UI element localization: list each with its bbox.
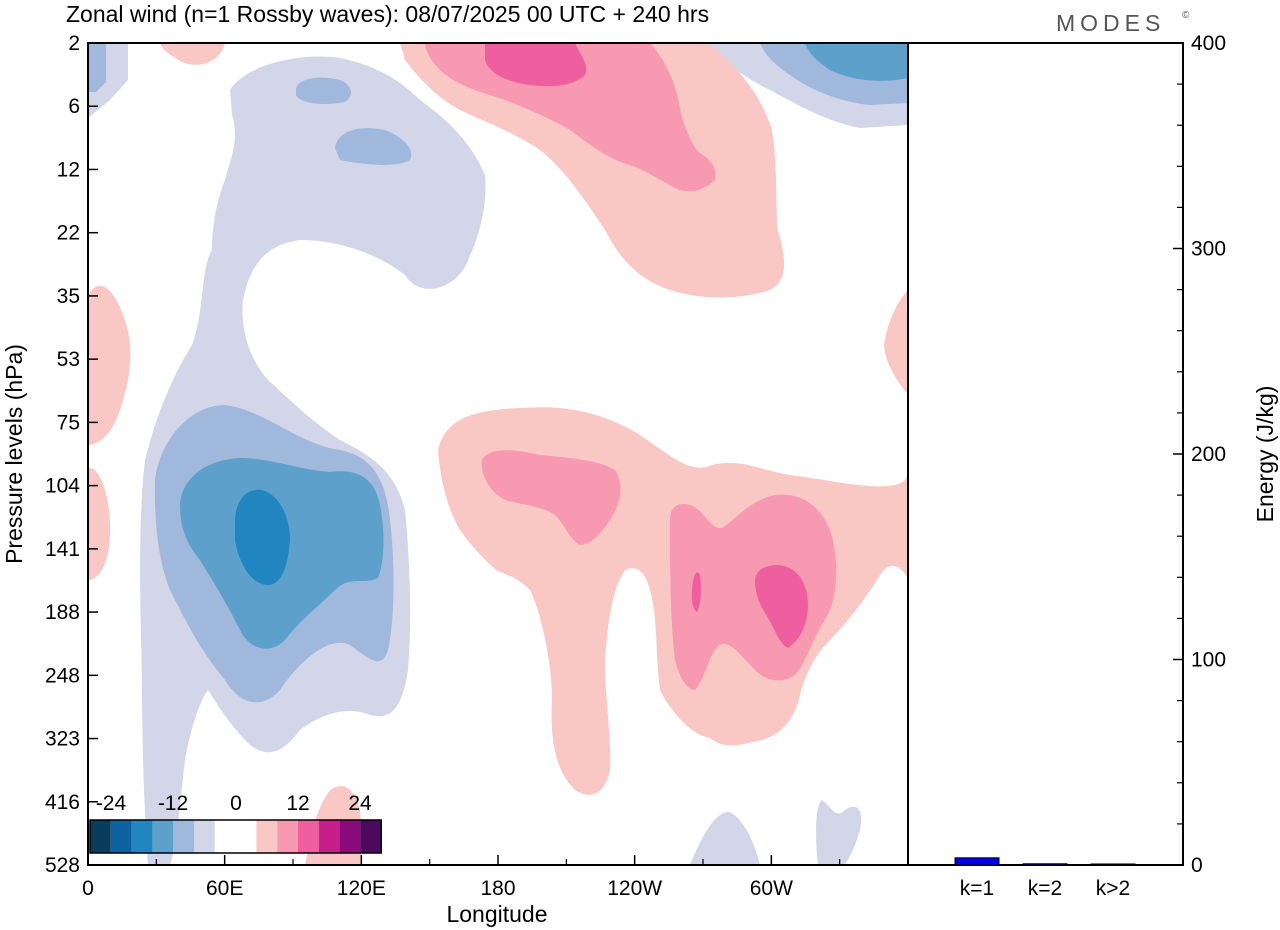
energy-plot-frame: [907, 42, 1184, 866]
pos-contour-region: [481, 450, 621, 545]
energy-category-label: k=2: [1028, 877, 1062, 900]
neg-contour-region: [235, 489, 290, 585]
neg-contour-region: [690, 811, 760, 865]
energy-tick-label: 400: [1191, 32, 1226, 55]
colorbar-tick-label: 12: [286, 792, 309, 815]
contour-level-6: [425, 43, 837, 690]
pos-contour-region: [884, 290, 908, 395]
pos-contour-region: [691, 572, 701, 612]
pos-contour-region: [755, 565, 808, 648]
pos-contour-region: [160, 43, 225, 65]
pos-contour-region: [88, 467, 111, 580]
colorbar-swatch: [194, 820, 215, 853]
longitude-axis: 0 60E 120E 180 120W 60W: [82, 855, 841, 900]
x-tick-label: 120W: [607, 877, 662, 900]
energy-tick-label: 100: [1191, 649, 1226, 672]
y-tick-label: 528: [45, 854, 80, 877]
energy-category-label: k=1: [960, 877, 994, 900]
energy-bars: k=1 k=2 k>2: [954, 857, 1136, 900]
colorbar-swatch: [298, 820, 319, 853]
colorbar-swatch: [152, 820, 174, 853]
pos-contour-region: [425, 43, 716, 192]
neg-contour-region: [335, 128, 412, 165]
colorbar-swatch: [256, 820, 278, 853]
neg-contour-region: [296, 77, 352, 104]
contour-level-7: [485, 43, 808, 648]
pos-contour-region: [400, 43, 785, 298]
energy-tick-label: 0: [1191, 854, 1203, 877]
colorbar-swatch: [235, 820, 257, 853]
y-tick-label: 6: [68, 95, 80, 118]
colorbar-swatch: [173, 820, 194, 853]
colorbar-swatch: [277, 820, 298, 853]
y-tick-label: 188: [45, 601, 80, 624]
energy-bar: [954, 857, 1000, 866]
chart-title: Zonal wind (n=1 Rossby waves): 08/07/202…: [66, 1, 709, 27]
colorbar-tick-label: -24: [96, 792, 127, 815]
energy-bar: [1022, 863, 1068, 866]
colorbar-tick-label: 0: [230, 792, 242, 815]
colorbar-tick-label: -12: [158, 792, 188, 815]
pos-contour-region: [485, 43, 587, 87]
energy-tick-label: 200: [1191, 443, 1226, 466]
pos-contour-region: [88, 285, 131, 445]
colorbar-tick-label: 24: [348, 792, 372, 815]
energy-axis: 0 100 200 300 400: [1173, 32, 1226, 877]
y-tick-label: 12: [57, 158, 80, 181]
y-tick-label: 53: [57, 348, 80, 371]
colorbar-swatch: [131, 820, 153, 853]
x-tick-label: 120E: [337, 877, 386, 900]
y-tick-label: 141: [45, 538, 80, 561]
colorbar-swatch: [360, 820, 382, 853]
colorbar-frame: [89, 819, 382, 854]
modes-logo: MODES: [1056, 10, 1165, 36]
y-tick-label: 323: [45, 728, 80, 751]
logo-copyright-mark: ©: [1182, 10, 1190, 21]
x-tick-label: 0: [82, 877, 94, 900]
colorbar-swatch: [90, 820, 111, 853]
energy-tick-label: 300: [1191, 238, 1226, 261]
x-tick-label: 60W: [750, 877, 793, 900]
colorbar-swatch: [318, 820, 340, 853]
pressure-axis: 2 6 12 22 35 53 75 104 141 188 248 323 416 528: [45, 32, 98, 877]
y-axis-label: Pressure levels (hPa): [1, 344, 27, 564]
y-tick-label: 104: [45, 475, 80, 498]
energy-category-label: k>2: [1096, 877, 1130, 900]
y-tick-label: 2: [68, 32, 80, 55]
energy-bar: [1090, 863, 1136, 866]
energy-axis-label: Energy (J/kg): [1252, 386, 1278, 523]
contour-level-4: [235, 489, 290, 585]
colorbar-swatch: [214, 820, 236, 853]
contour-field: [88, 43, 908, 865]
neg-contour-region: [805, 43, 908, 81]
x-tick-label: 60E: [206, 877, 243, 900]
y-tick-label: 248: [45, 664, 80, 687]
neg-contour-region: [816, 800, 862, 865]
y-tick-label: 22: [57, 222, 80, 245]
x-tick-label: 180: [480, 877, 515, 900]
x-axis-label: Longitude: [446, 901, 547, 927]
y-tick-label: 416: [45, 791, 80, 814]
y-tick-label: 35: [57, 285, 80, 308]
colorbar-swatch: [110, 820, 132, 853]
neg-contour-region: [88, 43, 106, 92]
y-tick-label: 75: [57, 411, 80, 434]
colorbar: -24 -12 0 12 24: [89, 792, 382, 854]
colorbar-swatch: [339, 820, 361, 853]
